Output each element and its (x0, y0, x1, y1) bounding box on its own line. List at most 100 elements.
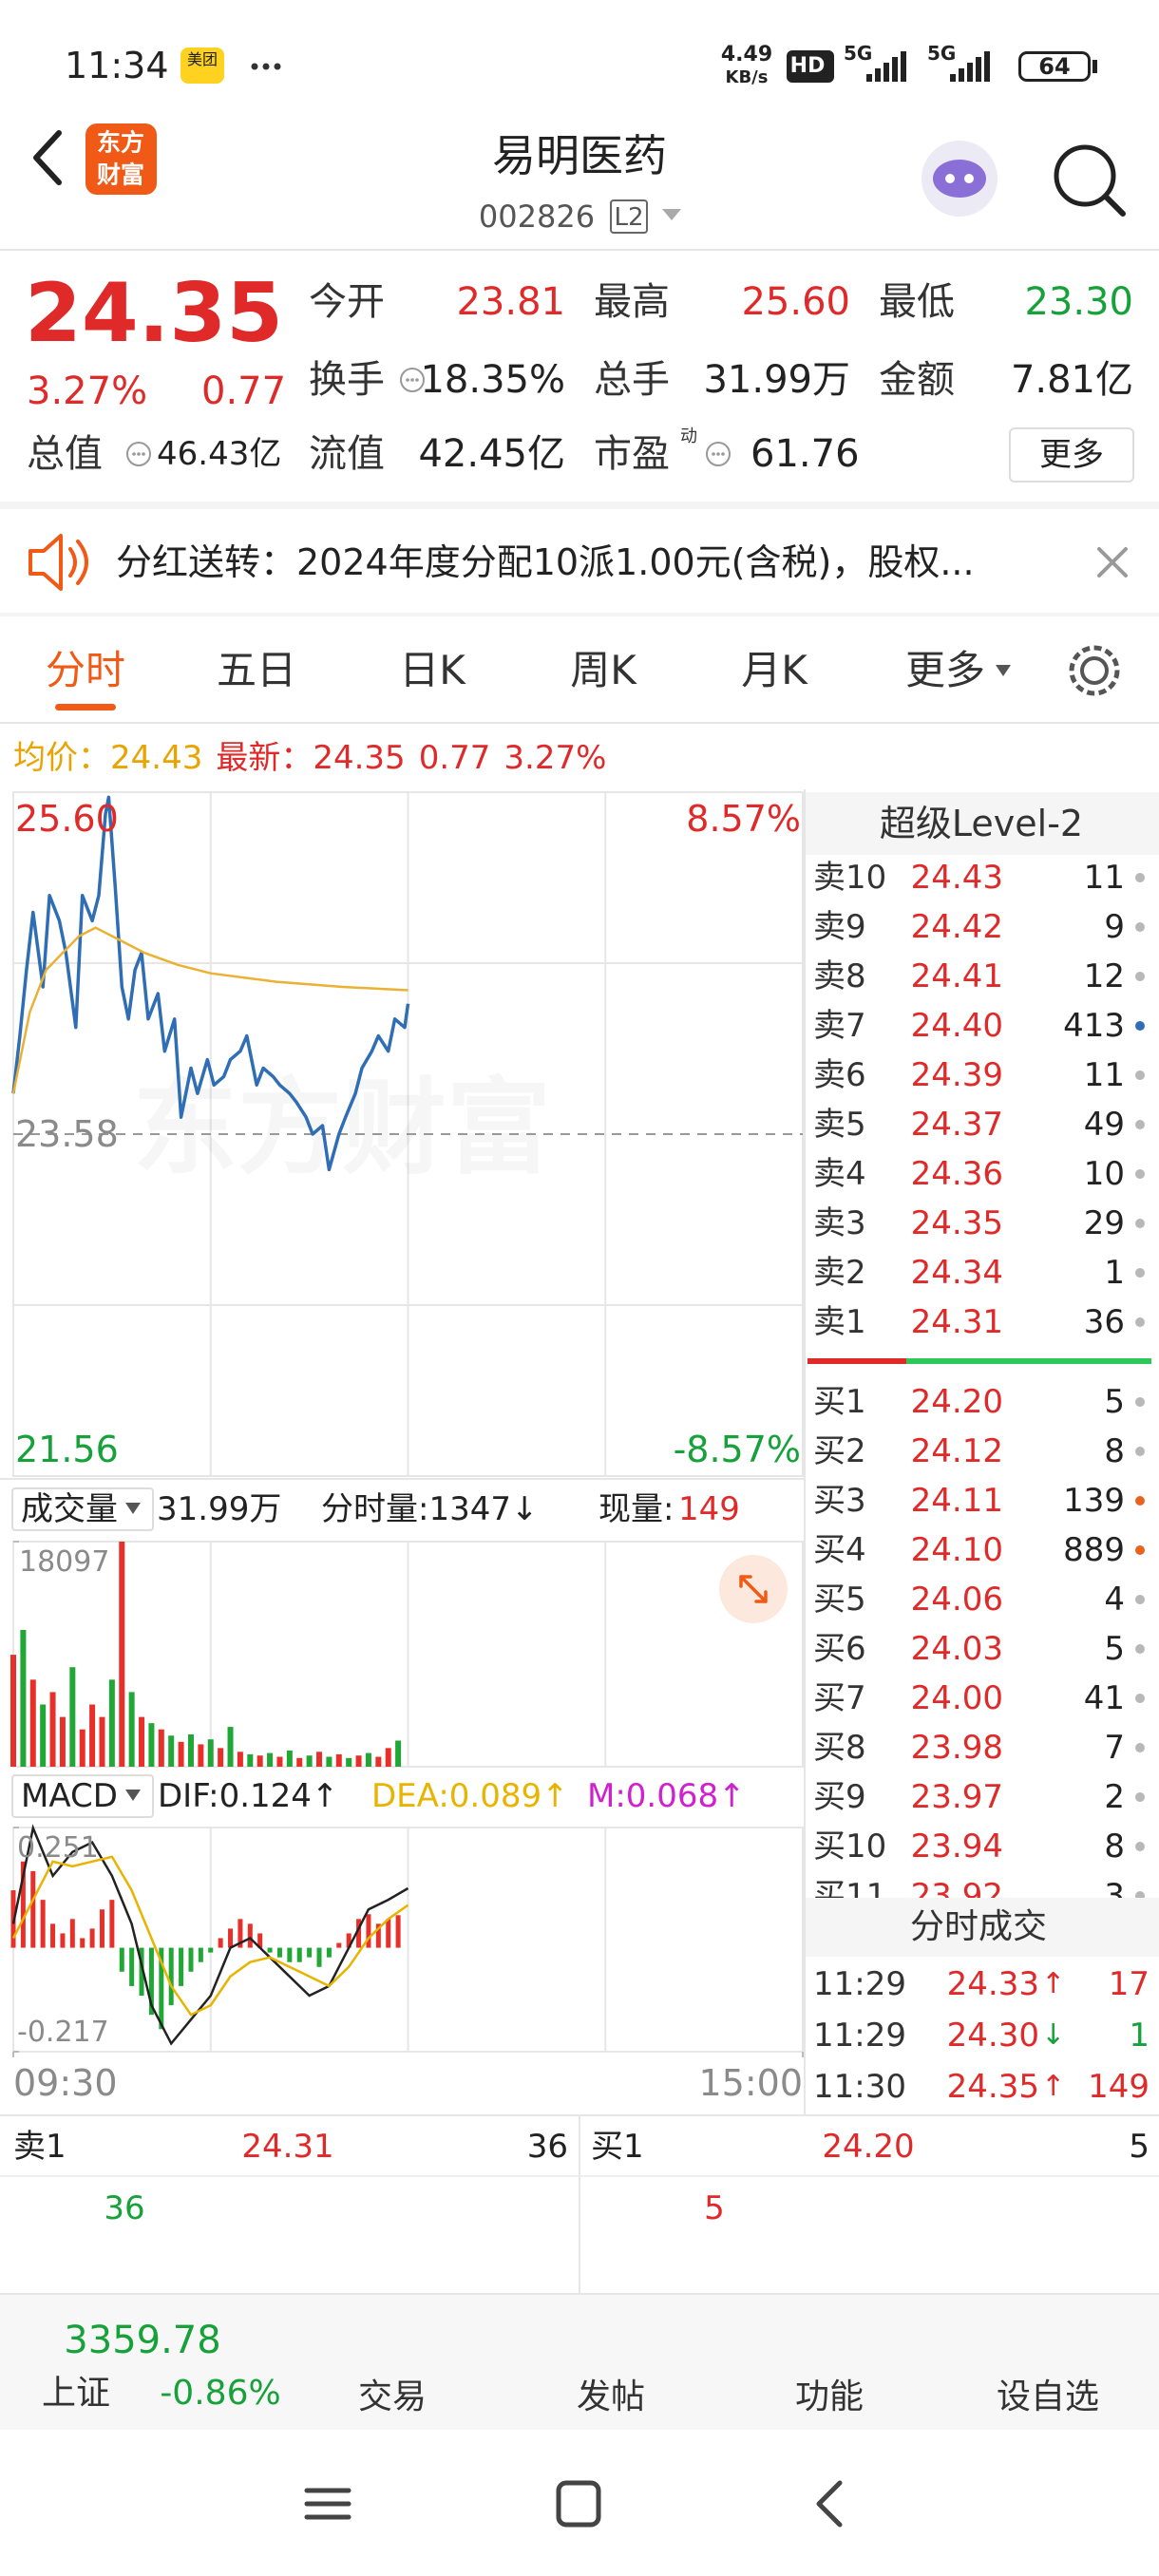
volume-bar (20, 1629, 27, 1767)
book-price: 24.11 (910, 1482, 1003, 1520)
volume-bar (256, 1755, 263, 1767)
strip-divider (0, 2114, 1159, 2116)
index-value[interactable]: 3359.78 (64, 2319, 221, 2362)
bid-label: 买1 (591, 2128, 644, 2166)
ask-volume: 36 (526, 2128, 568, 2166)
bottom-nav (0, 2293, 1159, 2430)
tab[interactable]: 周K (570, 647, 636, 693)
macd-label: MACD (21, 1777, 118, 1815)
book-dot (1135, 1545, 1145, 1555)
level-badge: L2 (614, 203, 644, 232)
book-dot (1135, 1021, 1145, 1031)
search-icon (1054, 144, 1116, 207)
book-volume: 29 (1083, 1204, 1125, 1242)
book-bar-green (906, 1358, 1151, 1364)
current-volume-label: 现量: (598, 1490, 674, 1528)
bid-detail: 5 (704, 2189, 725, 2227)
book-level: 卖4 (813, 1155, 866, 1193)
nav-item[interactable]: 交易 (357, 2377, 428, 2416)
book-dot (1135, 1496, 1145, 1506)
book-volume: 10 (1083, 1155, 1125, 1193)
trade-price: 24.33 (946, 1965, 1039, 2003)
field-value: 7.81亿 (1010, 358, 1133, 402)
book-volume: 2 (1104, 1778, 1125, 1816)
change-pct: 3.27% (27, 369, 148, 413)
index-name[interactable]: 上证 (41, 2374, 111, 2413)
book-volume: 49 (1083, 1106, 1125, 1144)
volume-bar (276, 1756, 283, 1767)
signal-label: 5G (927, 42, 957, 65)
book-volume: 1 (1104, 1254, 1125, 1292)
book-dot (1135, 1317, 1145, 1327)
signal-bar (875, 68, 881, 82)
book-dot (1135, 922, 1145, 932)
macd-bar (307, 1947, 313, 1958)
tab[interactable]: 月K (741, 647, 808, 693)
book-volume: 889 (1063, 1531, 1125, 1569)
macd-bar (296, 1947, 302, 1962)
trades-title: 分时成交 (909, 1907, 1048, 1946)
nav-item[interactable]: 设自选 (996, 2377, 1100, 2416)
volume-bar (296, 1757, 303, 1767)
macd-bar (168, 1947, 174, 2006)
book-price: 24.31 (910, 1303, 1003, 1341)
volume-selector (11, 1487, 154, 1531)
section-divider (0, 502, 1159, 509)
book-volume: 9 (1104, 908, 1125, 946)
macd-bar (366, 1914, 371, 1948)
book-level: 买3 (813, 1482, 866, 1520)
book-price: 24.10 (910, 1531, 1003, 1569)
more-button-label[interactable]: 更多 (1039, 436, 1104, 474)
menu-dot (262, 63, 270, 70)
macd-bar (148, 1947, 154, 2016)
tab[interactable]: 日K (399, 647, 466, 693)
book-price: 23.97 (910, 1778, 1003, 1816)
dropdown-icon (125, 1790, 141, 1801)
book-volume: 12 (1083, 957, 1125, 995)
nav-item[interactable]: 功能 (794, 2377, 864, 2416)
book-volume: 7 (1104, 1729, 1125, 1767)
nav-item[interactable]: 发帖 (576, 2377, 646, 2416)
book-price: 24.36 (910, 1155, 1003, 1193)
macd-bar (99, 1909, 104, 1948)
battery (1018, 51, 1091, 82)
volume-bar (247, 1753, 254, 1767)
book-level: 卖9 (813, 908, 866, 946)
app-badge-bg (180, 47, 224, 84)
info-icon-dot (721, 452, 725, 456)
book-level: 卖6 (813, 1056, 866, 1094)
field-label: 换手 (309, 358, 385, 402)
tick-volume: 分时量:1347↓ (321, 1490, 539, 1528)
volume-bar (306, 1755, 313, 1767)
expand-icon (739, 1575, 768, 1603)
book-dot (1135, 1891, 1145, 1898)
more-button[interactable] (1009, 427, 1134, 483)
tab[interactable]: 分时 (45, 647, 126, 693)
trade-arrow: ↓ (1041, 2018, 1066, 2052)
field-superscript: 动 (680, 426, 697, 446)
macd-bar (179, 1947, 184, 1986)
signal-bar (984, 51, 990, 82)
book-dot (1135, 1792, 1145, 1802)
book-bar-red (808, 1358, 906, 1364)
macd-bar (316, 1947, 322, 1967)
index-change[interactable]: -0.86% (160, 2374, 281, 2413)
y-tick-label: 25.60 (15, 798, 119, 840)
volume-bar (187, 1733, 194, 1767)
volume-bar (108, 1679, 115, 1767)
book-volume: 36 (1083, 1303, 1125, 1341)
y2-tick-label: -8.57% (673, 1429, 801, 1470)
book-volume: 3 (1104, 1877, 1125, 1898)
battery-cap (1092, 60, 1097, 73)
volume-bar (69, 1667, 76, 1767)
field-label: 市盈 (594, 432, 670, 476)
tab[interactable]: 五日 (216, 647, 297, 693)
book-title: 超级Level-2 (879, 803, 1084, 844)
volume-bar (59, 1716, 66, 1767)
tab[interactable]: 更多 (904, 647, 986, 693)
info-icon-dot (137, 452, 141, 456)
book-price: 24.12 (910, 1432, 1003, 1470)
book-dot (1135, 873, 1145, 882)
ask-detail: 36 (104, 2189, 145, 2227)
